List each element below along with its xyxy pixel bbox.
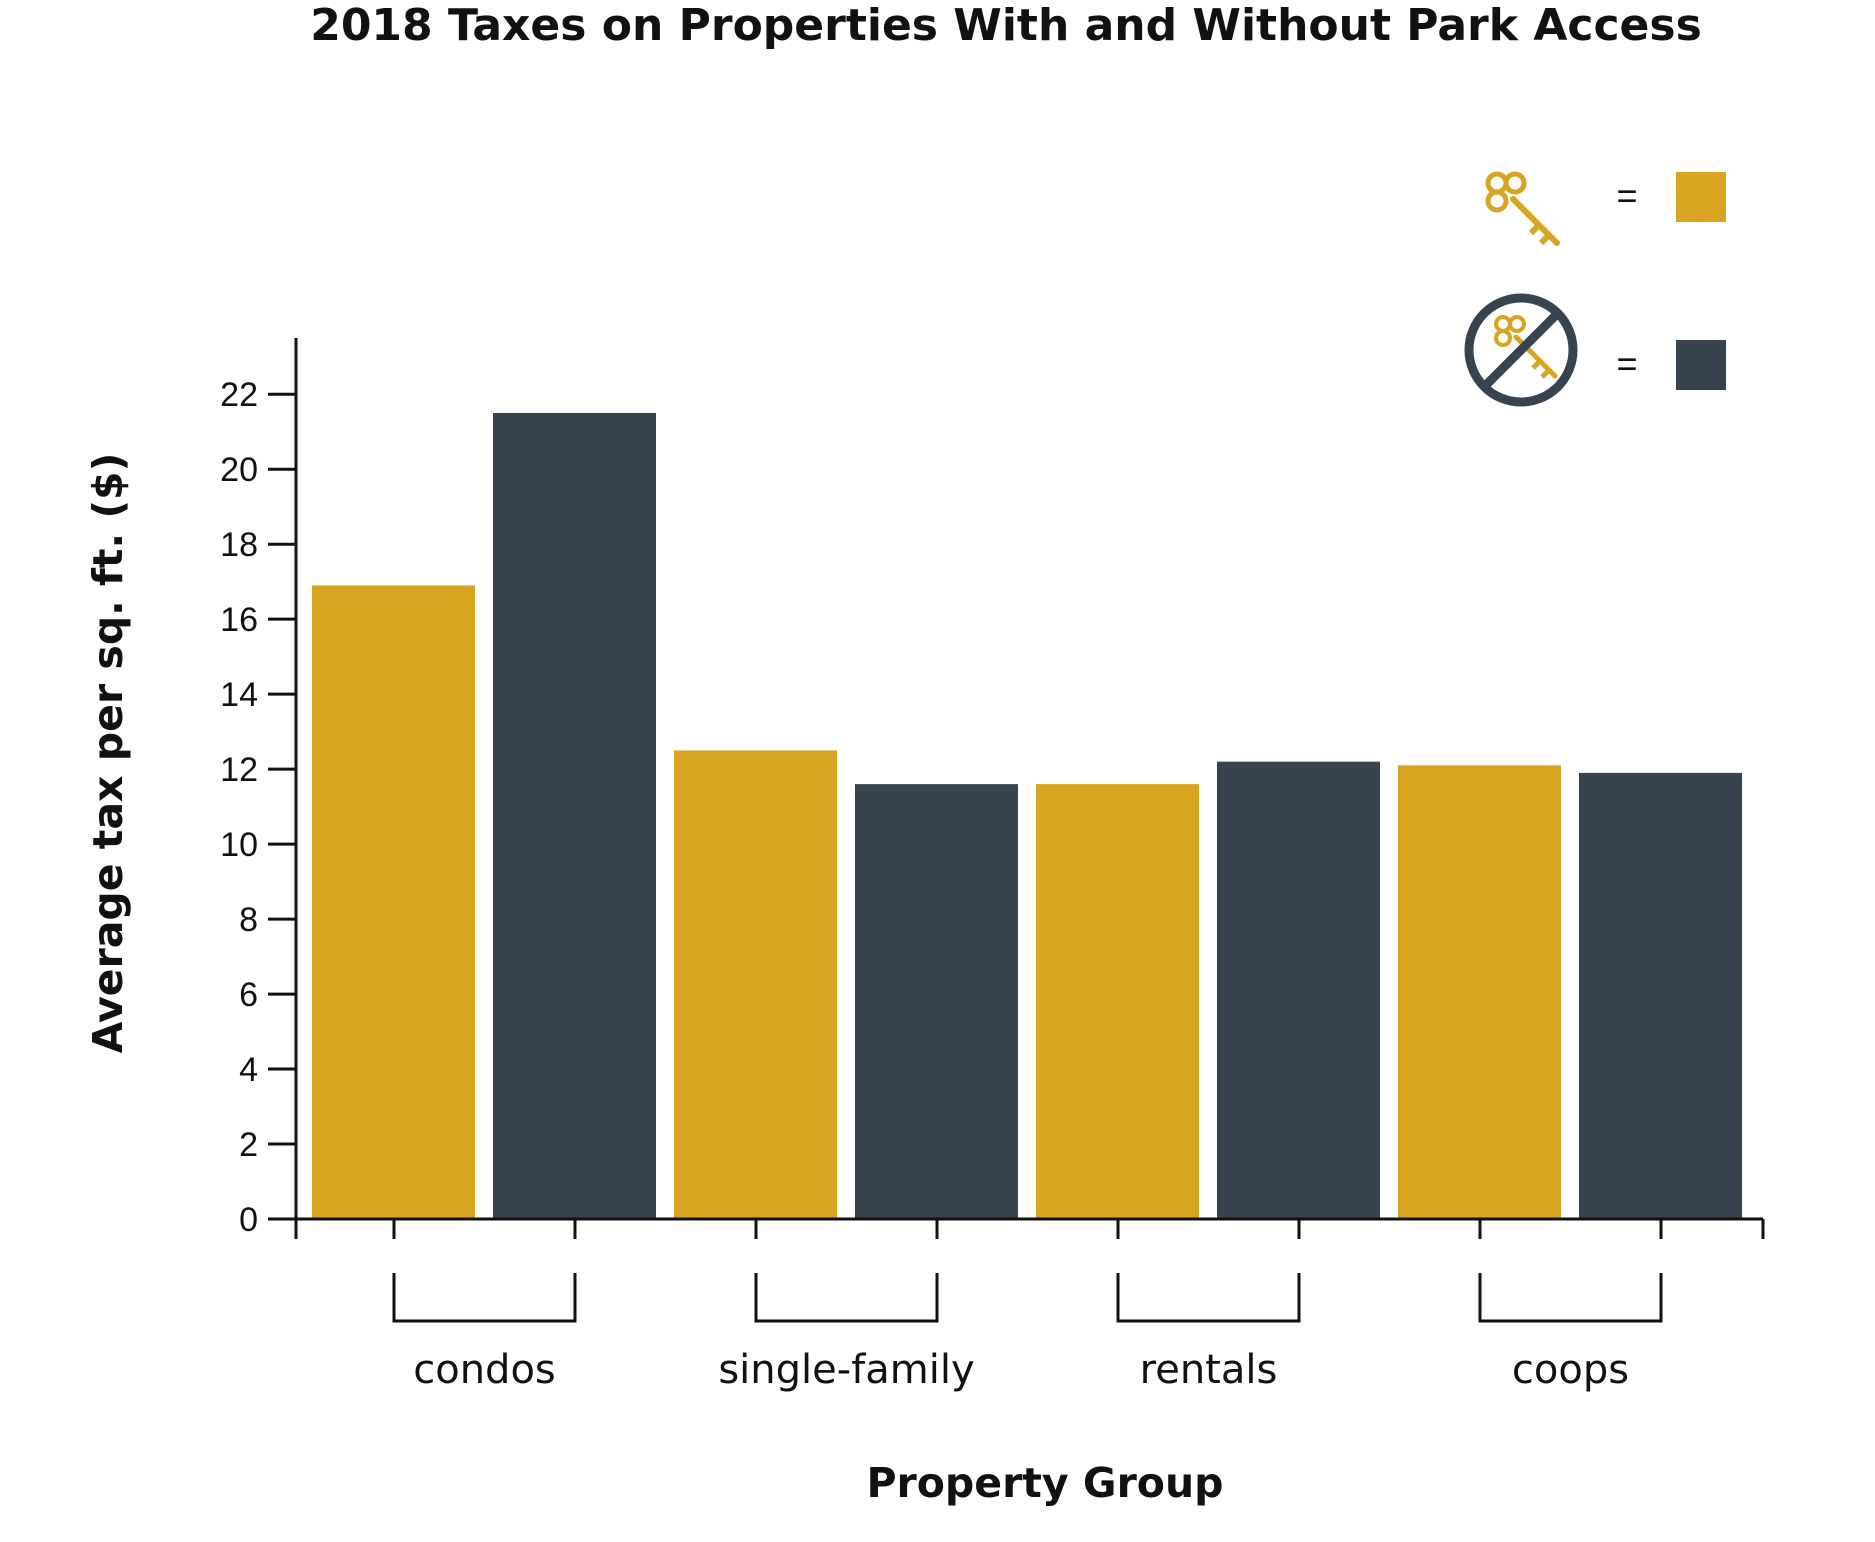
legend: = = [1464,171,1726,407]
category-label-condos: condos [413,1347,556,1393]
legend-swatch-with-park-access [1676,172,1726,222]
y-tick-label: 6 [239,976,258,1014]
x-axis-title: Property Group [867,1459,1224,1507]
legend-item-with-park-access: = [1485,171,1726,246]
category-labels: condos single-family rentals coops [392,1273,1663,1393]
category-label-single-family: single-family [718,1347,974,1393]
y-tick-label: 18 [220,526,258,564]
y-tick-label: 14 [220,676,258,714]
bar-rentals-with-park-access [1036,784,1199,1219]
chart-title: 2018 Taxes on Properties With and Withou… [310,0,1702,51]
legend-equals-1: = [1616,175,1637,216]
bar-coops-with-park-access [1398,765,1561,1219]
category-label-coops: coops [1512,1347,1629,1393]
y-tick-label: 20 [220,451,258,489]
category-bracket [1116,1273,1301,1323]
category-bracket [754,1273,939,1323]
y-tick-label: 10 [220,826,258,864]
y-tick-label: 16 [220,601,258,639]
no-key-icon [1464,293,1578,407]
y-tick-label: 4 [239,1051,258,1089]
y-tick-label: 2 [239,1126,258,1164]
bar-single-family-without-park-access [855,784,1018,1219]
y-tick-label: 12 [220,751,258,789]
x-axis [294,1217,1765,1239]
bars-group [312,412,1742,1219]
bar-condos-with-park-access [312,585,475,1219]
y-axis-title: Average tax per sq. ft. ($) [84,453,132,1054]
bar-rentals-without-park-access [1217,761,1380,1219]
key-icon [1485,171,1560,246]
y-tick-label: 22 [220,376,258,414]
bar-coops-without-park-access [1579,772,1742,1219]
bar-single-family-with-park-access [674,750,837,1219]
legend-item-without-park-access: = [1464,293,1726,407]
category-bracket [392,1273,577,1323]
y-tick-label: 8 [239,901,258,939]
y-axis: 0 2 4 6 8 10 12 14 16 18 20 22 [220,338,298,1239]
category-bracket [1478,1273,1663,1323]
y-tick-label: 0 [239,1201,258,1239]
legend-swatch-without-park-access [1676,340,1726,390]
category-label-rentals: rentals [1140,1347,1278,1393]
legend-equals-2: = [1616,343,1637,384]
bar-condos-without-park-access [493,412,656,1219]
